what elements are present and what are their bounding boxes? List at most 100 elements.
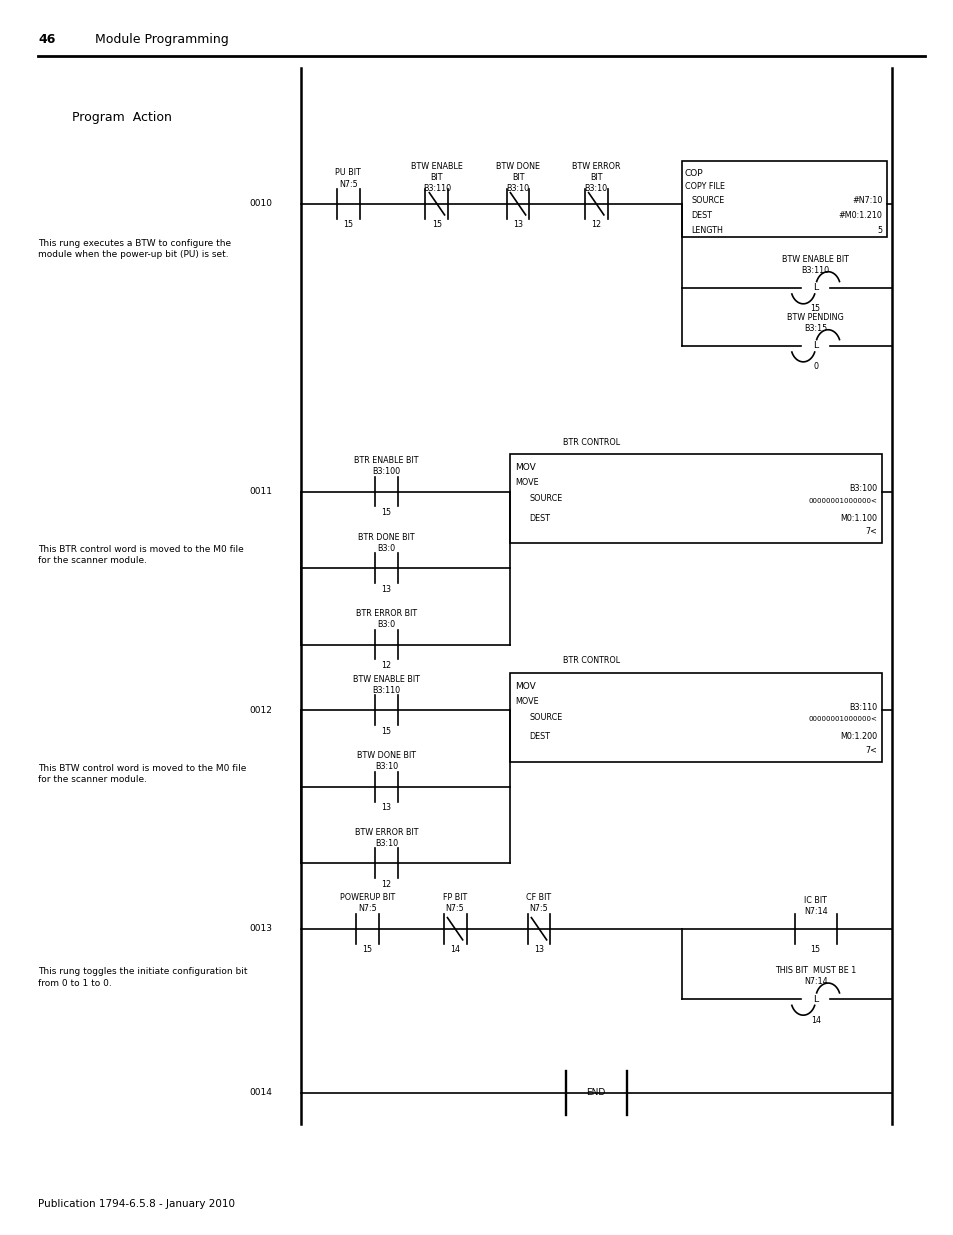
Text: Module Programming: Module Programming <box>95 33 229 46</box>
Text: 0: 0 <box>812 362 818 372</box>
Text: 0013: 0013 <box>249 924 272 934</box>
Text: POWERUP BIT: POWERUP BIT <box>339 893 395 903</box>
Text: N7:5: N7:5 <box>338 179 357 189</box>
Text: L: L <box>812 341 818 351</box>
Text: #M0:1.210: #M0:1.210 <box>838 211 882 220</box>
Text: This rung toggles the initiate configuration bit: This rung toggles the initiate configura… <box>38 967 248 977</box>
Text: BTR DONE BIT: BTR DONE BIT <box>357 532 415 542</box>
Text: This BTR control word is moved to the M0 file: This BTR control word is moved to the M0… <box>38 545 244 555</box>
Text: MOVE: MOVE <box>515 697 538 705</box>
Bar <box>510 673 882 762</box>
Text: MOV: MOV <box>515 682 536 690</box>
Text: SOURCE: SOURCE <box>529 713 562 721</box>
Text: BTW ERROR BIT: BTW ERROR BIT <box>355 827 417 837</box>
Text: BTW ENABLE BIT: BTW ENABLE BIT <box>353 674 419 684</box>
Text: THIS BIT  MUST BE 1: THIS BIT MUST BE 1 <box>774 966 856 976</box>
Text: 15: 15 <box>432 220 441 230</box>
Text: from 0 to 1 to 0.: from 0 to 1 to 0. <box>38 978 112 988</box>
Text: N7:5: N7:5 <box>357 904 376 914</box>
Text: This BTW control word is moved to the M0 file: This BTW control word is moved to the M0… <box>38 763 246 773</box>
Text: B3:110: B3:110 <box>849 703 877 711</box>
Text: Publication 1794-6.5.8 - January 2010: Publication 1794-6.5.8 - January 2010 <box>38 1199 234 1209</box>
Text: B3:0: B3:0 <box>377 620 395 630</box>
Text: BTW PENDING: BTW PENDING <box>786 312 843 322</box>
Text: M0:1.100: M0:1.100 <box>840 514 877 522</box>
Text: FP BIT: FP BIT <box>442 893 467 903</box>
Text: B3:110: B3:110 <box>801 266 829 275</box>
Text: B3:100: B3:100 <box>372 467 400 477</box>
Text: 00000001000000<: 00000001000000< <box>808 716 877 722</box>
Text: DEST: DEST <box>529 732 550 741</box>
Text: 7<: 7< <box>865 527 877 536</box>
Text: 5: 5 <box>877 226 882 235</box>
Text: B3:15: B3:15 <box>803 324 826 333</box>
Text: 13: 13 <box>381 584 391 594</box>
Text: Program  Action: Program Action <box>71 111 172 124</box>
Text: 13: 13 <box>381 803 391 813</box>
Text: BTR ERROR BIT: BTR ERROR BIT <box>355 609 416 619</box>
Text: B3:10: B3:10 <box>375 762 397 772</box>
Text: CF BIT: CF BIT <box>526 893 551 903</box>
Text: module when the power-up bit (PU) is set.: module when the power-up bit (PU) is set… <box>38 249 229 259</box>
Text: 12: 12 <box>381 661 391 671</box>
Text: COPY FILE: COPY FILE <box>684 182 724 190</box>
Text: 0014: 0014 <box>249 1088 272 1098</box>
Text: N7:5: N7:5 <box>529 904 548 914</box>
Text: for the scanner module.: for the scanner module. <box>38 774 147 784</box>
Text: L: L <box>812 283 818 293</box>
Text: L: L <box>812 994 818 1004</box>
Text: BTR CONTROL: BTR CONTROL <box>562 656 619 666</box>
Text: 14: 14 <box>810 1015 820 1025</box>
Text: 15: 15 <box>810 945 820 955</box>
Text: BTW ERROR: BTW ERROR <box>572 162 619 172</box>
Text: PU BIT: PU BIT <box>335 168 360 178</box>
Text: DEST: DEST <box>529 514 550 522</box>
Text: MOV: MOV <box>515 463 536 472</box>
Text: BTW ENABLE: BTW ENABLE <box>411 162 462 172</box>
Text: 12: 12 <box>591 220 600 230</box>
Text: for the scanner module.: for the scanner module. <box>38 556 147 566</box>
Text: MOVE: MOVE <box>515 478 538 487</box>
Text: 15: 15 <box>810 304 820 314</box>
Text: #N7:10: #N7:10 <box>851 196 882 205</box>
Text: 12: 12 <box>381 879 391 889</box>
Text: COP: COP <box>684 169 703 178</box>
Text: 13: 13 <box>513 220 522 230</box>
Text: END: END <box>586 1088 605 1098</box>
Text: N7:5: N7:5 <box>445 904 464 914</box>
Text: BTR CONTROL: BTR CONTROL <box>562 437 619 447</box>
Text: B3:100: B3:100 <box>849 484 877 493</box>
Text: SOURCE: SOURCE <box>691 196 724 205</box>
Text: N7:14: N7:14 <box>803 906 826 916</box>
Text: 0012: 0012 <box>249 705 272 715</box>
Text: B3:10: B3:10 <box>506 184 529 194</box>
Text: 46: 46 <box>38 33 55 46</box>
Text: B3:110: B3:110 <box>422 184 451 194</box>
Text: 7<: 7< <box>865 746 877 755</box>
Text: 0010: 0010 <box>249 199 272 209</box>
Text: BTW ENABLE BIT: BTW ENABLE BIT <box>781 254 848 264</box>
Text: BIT: BIT <box>589 173 602 183</box>
Text: 0011: 0011 <box>249 487 272 496</box>
Text: 15: 15 <box>362 945 372 955</box>
Text: B3:110: B3:110 <box>372 685 400 695</box>
Text: 14: 14 <box>450 945 459 955</box>
Bar <box>510 454 882 543</box>
Text: B3:0: B3:0 <box>377 543 395 553</box>
Text: DEST: DEST <box>691 211 712 220</box>
Text: 13: 13 <box>534 945 543 955</box>
Text: SOURCE: SOURCE <box>529 494 562 503</box>
Text: This rung executes a BTW to configure the: This rung executes a BTW to configure th… <box>38 238 231 248</box>
Text: B3:10: B3:10 <box>375 839 397 848</box>
Text: IC BIT: IC BIT <box>803 895 826 905</box>
Text: 15: 15 <box>343 220 353 230</box>
Text: BTR ENABLE BIT: BTR ENABLE BIT <box>354 456 418 466</box>
Bar <box>681 161 886 237</box>
Text: 00000001000000<: 00000001000000< <box>808 498 877 504</box>
Text: LENGTH: LENGTH <box>691 226 722 235</box>
Text: N7:14: N7:14 <box>803 977 826 987</box>
Text: BTW DONE: BTW DONE <box>496 162 539 172</box>
Text: 15: 15 <box>381 726 391 736</box>
Text: BIT: BIT <box>511 173 524 183</box>
Text: BIT: BIT <box>430 173 443 183</box>
